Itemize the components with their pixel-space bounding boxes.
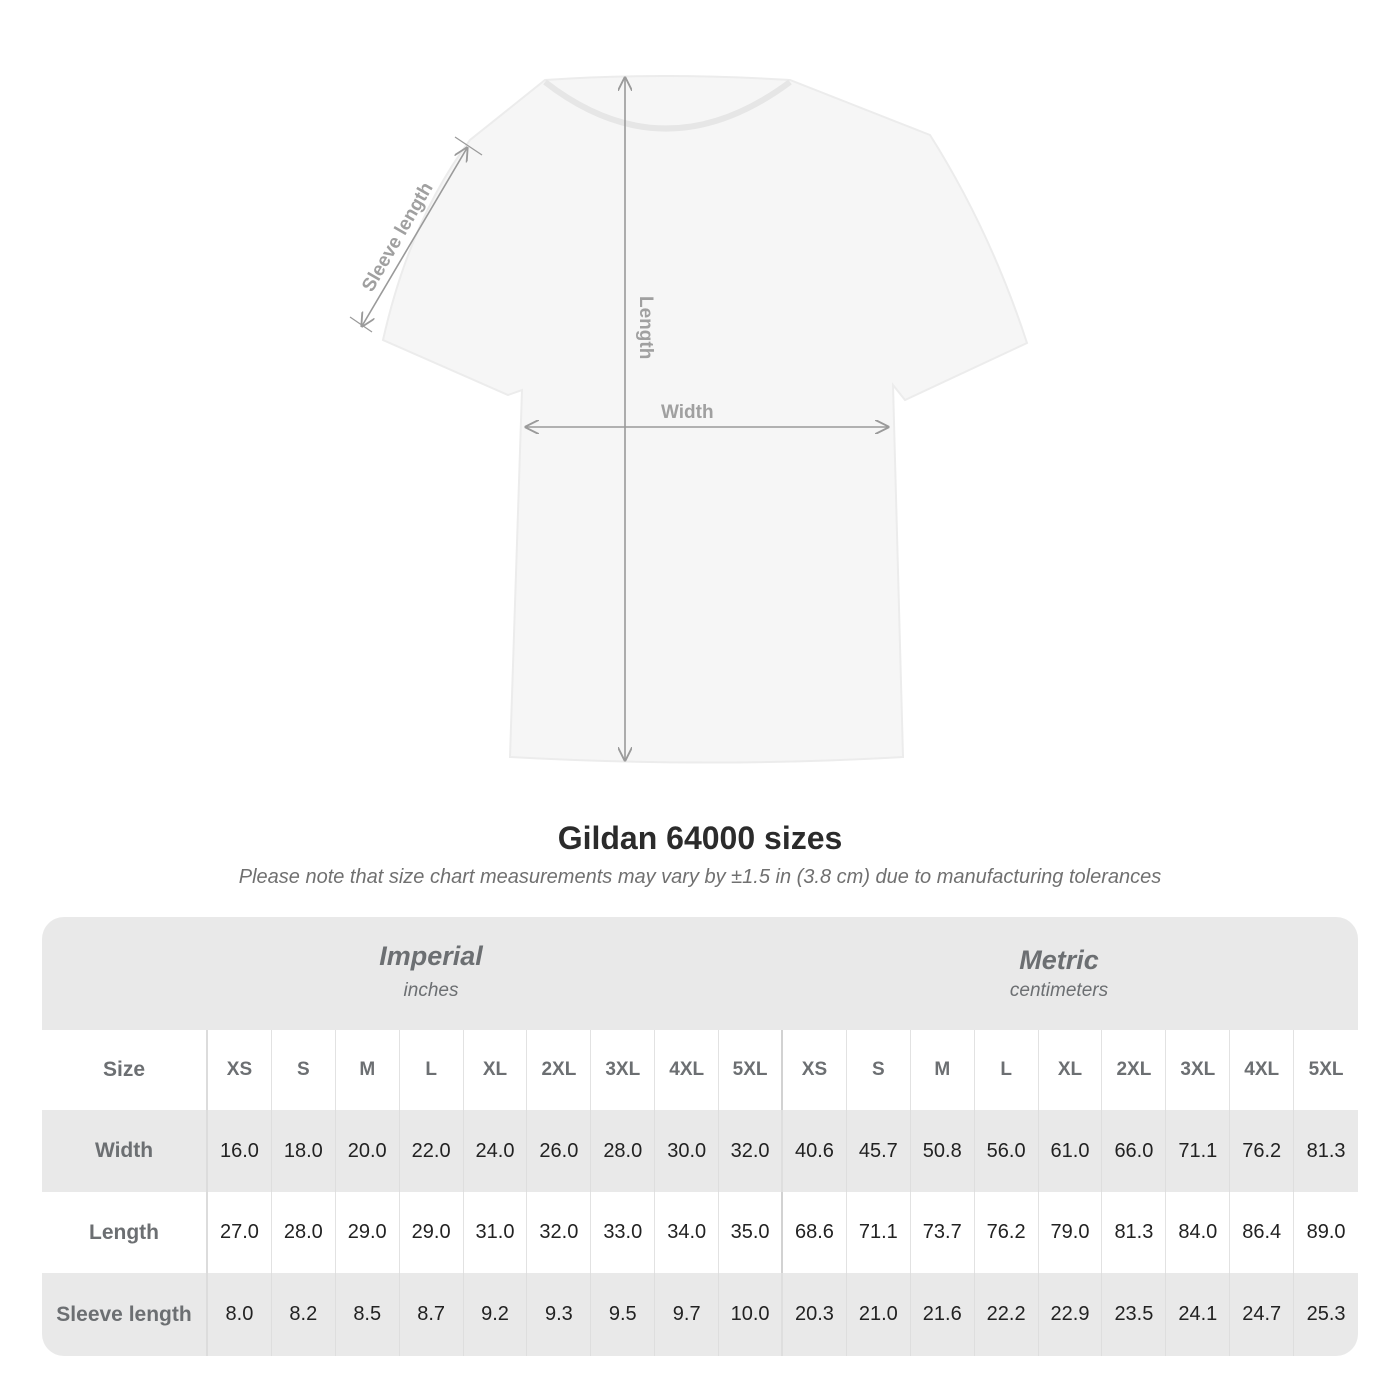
size-row: Size XS S M L XL 2XL 3XL 4XL 5XL XS S M L XL 2XL 3XL 4XL 5… [42,1030,1358,1110]
value-cell: 9.2 [464,1273,528,1356]
page-title: Gildan 64000 sizes [557,820,843,856]
value-cell: 24.0 [464,1110,528,1192]
value-cell: 10.0 [719,1273,784,1356]
value-cell: 40.6 [783,1110,847,1192]
value-cell: 16.0 [208,1110,272,1192]
row-label: Sleeve length [42,1273,208,1356]
value-cell: 31.0 [464,1192,528,1273]
metric-unit: centimeters [1009,980,1109,1001]
value-cell: 89.0 [1306,1221,1346,1243]
value-cell: 8.7 [400,1273,464,1356]
size-header-cell: 3XL [591,1030,656,1110]
size-header-cell: M [336,1030,400,1110]
size-header-cell: XS [783,1030,847,1110]
tolerance-note: Please note that size chart measurements… [238,866,1162,888]
imperial-unit: inches [403,980,459,1001]
value-cell: 27.0 [208,1192,272,1273]
width-label: Width [661,402,714,423]
value-cell: 20.3 [783,1273,847,1356]
value-cell: 8.5 [336,1273,400,1356]
value-cell: 28.0 [591,1110,656,1192]
value-cell: 68.6 [783,1192,847,1273]
value-cell: 34.0 [655,1192,720,1273]
metric-title: Metric [1019,945,1099,975]
value-cell: 32.0 [719,1110,784,1192]
value-cell: 9.3 [527,1273,592,1356]
size-header-cell: XL [464,1030,528,1110]
value-cell: 71.1 [1166,1110,1231,1192]
size-header-cell: L [400,1030,464,1110]
value-cell: 81.3 [1102,1192,1167,1273]
row-label: Length [42,1192,208,1273]
value-cell: 71.1 [847,1192,911,1273]
value-cell: 9.7 [655,1273,720,1356]
value-cell: 76.2 [1230,1110,1295,1192]
measurement-row-sleeve-length: Sleeve length 8.0 8.2 8.5 8.7 9.2 9.3 9.5 9.7 10.… [42,1273,1358,1356]
size-header-cell: 4XL [1230,1030,1295,1110]
value-cell: 9.5 [591,1273,656,1356]
value-cell: 24.7 [1230,1273,1295,1356]
value-cell: 35.0 [719,1192,784,1273]
value-cell: 76.2 [975,1192,1039,1273]
value-cell: 86.4 [1230,1192,1295,1273]
value-cell: 84.0 [1166,1192,1231,1273]
tshirt-collar [543,79,792,132]
sleeve-tick [349,316,373,333]
size-header-cell: XL [1039,1030,1103,1110]
measurement-row-width: Width 16.0 18.0 20.0 22.0 24.0 26.0 28.0 30.0 32.… [42,1110,1358,1192]
value-cell: 61.0 [1039,1110,1103,1192]
value-cell: 29.0 [336,1192,400,1273]
value-cell: 22.9 [1039,1273,1103,1356]
row-label: Width [42,1110,208,1192]
size-header-cell: 2XL [1102,1030,1167,1110]
size-header-cell: 2XL [527,1030,592,1110]
metric-header: Metric centimeters [859,945,1259,1002]
size-header-cell: M [911,1030,975,1110]
size-header-cell: S [847,1030,911,1110]
sleeve-arrow [362,148,467,326]
value-cell: 28.0 [272,1192,336,1273]
size-header-cell: XS [208,1030,272,1110]
imperial-title: Imperial [379,941,483,971]
measurement-row-length: Length 27.0 28.0 29.0 29.0 31.0 32.0 33.0 34.0 35… [42,1192,1358,1273]
sleeve-tick [454,136,483,156]
size-table: Imperial inches Metric centimeters Size X… [42,917,1358,1356]
size-header-cell: S [272,1030,336,1110]
value-cell: 21.0 [847,1273,911,1356]
row-label: Size [42,1030,208,1110]
value-cell: 56.0 [975,1110,1039,1192]
value-cell: 18.0 [272,1110,336,1192]
size-header-cell: 5XL [719,1030,784,1110]
value-cell: 22.0 [400,1110,464,1192]
value-cell: 81.3 [1306,1139,1346,1162]
value-cell: 23.5 [1102,1273,1167,1356]
value-cell: 30.0 [655,1110,720,1192]
value-cell: 50.8 [911,1110,975,1192]
tshirt-diagram: Sleeve length Length Width [349,75,1029,764]
value-cell: 32.0 [527,1192,592,1273]
value-cell: 8.2 [272,1273,336,1356]
value-cell: 8.0 [208,1273,272,1356]
size-header-cell: 4XL [655,1030,720,1110]
value-cell: 21.6 [911,1273,975,1356]
value-cell: 24.1 [1166,1273,1231,1356]
size-header-cell: L [975,1030,1039,1110]
value-cell: 29.0 [400,1192,464,1273]
value-cell: 25.3 [1306,1303,1346,1325]
value-cell: 45.7 [847,1110,911,1192]
imperial-header: Imperial inches [231,941,631,1002]
table-header: Imperial inches Metric centimeters [42,917,1358,1030]
length-label: Length [635,296,656,359]
value-cell: 33.0 [591,1192,656,1273]
value-cell: 79.0 [1039,1192,1103,1273]
value-cell: 73.7 [911,1192,975,1273]
value-cell: 26.0 [527,1110,592,1192]
value-cell: 22.2 [975,1273,1039,1356]
value-cell: 20.0 [336,1110,400,1192]
value-cell: 66.0 [1102,1110,1167,1192]
size-header-cell: 5XL [1308,1059,1344,1080]
size-header-cell: 3XL [1166,1030,1231,1110]
